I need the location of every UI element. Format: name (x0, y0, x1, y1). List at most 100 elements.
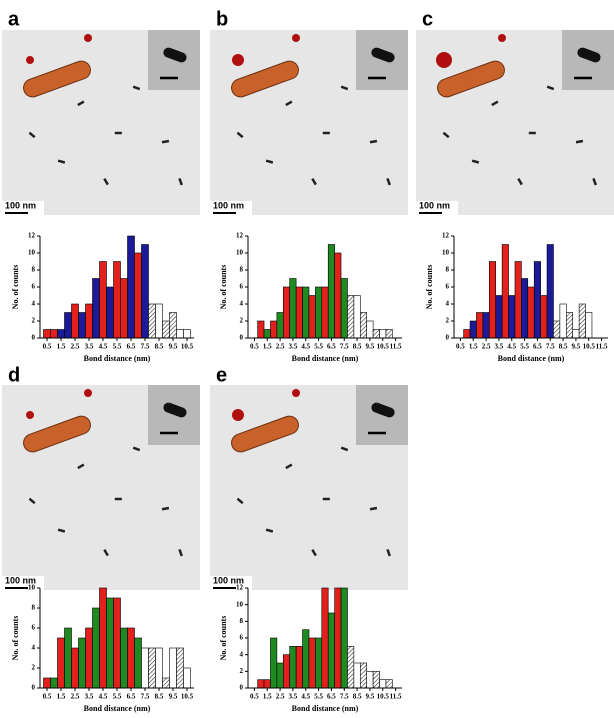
x-tick-label: 8.5 (353, 343, 362, 351)
x-tick-label: 4.5 (301, 693, 310, 701)
bar (43, 677, 51, 689)
y-tick-label: 0 (240, 334, 244, 342)
bar (78, 637, 86, 689)
bar (270, 637, 278, 689)
bar (127, 235, 135, 339)
bar (92, 607, 100, 689)
x-tick-label: 2.5 (276, 343, 285, 351)
y-tick-label: 8 (32, 604, 36, 612)
schematic-particle (292, 34, 300, 42)
y-tick-label: 12 (236, 232, 244, 240)
schematic-particle (436, 52, 452, 68)
bar (113, 261, 121, 339)
bar (99, 261, 107, 339)
bar (488, 261, 497, 339)
bar (183, 329, 191, 339)
inset (356, 385, 408, 445)
bar (155, 303, 163, 339)
nanorod (265, 159, 274, 164)
y-tick-label: 10 (236, 600, 244, 608)
bar (553, 320, 561, 339)
nanorod (132, 85, 141, 91)
y-tick-label: 0 (32, 334, 36, 342)
nanorod (386, 549, 391, 557)
bar (289, 646, 297, 689)
bar (176, 329, 184, 339)
x-tick-label: 10.5 (377, 343, 390, 351)
x-tick-label: 8.5 (559, 343, 568, 351)
bar (482, 312, 490, 339)
bar (113, 597, 121, 689)
bar (463, 329, 471, 339)
y-tick-label: 2 (240, 667, 244, 675)
bar (508, 295, 516, 339)
x-tick-label: 3.5 (289, 343, 298, 351)
bar (106, 597, 114, 689)
x-axis-title: Bond distance (nm) (498, 354, 565, 363)
x-tick-label: 2.5 (71, 343, 80, 351)
x-tick-label: 3.5 (85, 343, 94, 351)
x-axis-title: Bond distance (nm) (84, 704, 151, 713)
nanorod (517, 178, 523, 186)
bar (64, 627, 72, 689)
bar (585, 312, 593, 339)
x-tick-label: 9.5 (169, 343, 178, 351)
nanorod (386, 178, 391, 186)
y-tick-label: 8 (240, 266, 244, 274)
x-tick-label: 3.5 (85, 693, 94, 701)
nanorod (103, 178, 109, 186)
x-tick-label: 4.5 (99, 343, 108, 351)
nanorod (161, 506, 170, 511)
bar (359, 312, 368, 339)
x-tick-label: 8.5 (155, 693, 164, 701)
x-axis-title: Bond distance (nm) (292, 704, 359, 713)
bar (315, 637, 323, 689)
y-tick-label: 8 (32, 266, 36, 274)
nanorod (528, 131, 536, 135)
nanorod (178, 178, 183, 186)
bar (533, 261, 541, 339)
bar (495, 295, 503, 339)
bar (540, 295, 548, 339)
schematic-particle (232, 409, 244, 421)
inset (562, 30, 614, 90)
bar (327, 612, 335, 689)
bar (92, 278, 100, 339)
bar (315, 286, 323, 339)
bar (334, 252, 342, 339)
bar (334, 587, 342, 689)
y-tick-label: 4 (240, 650, 244, 658)
x-tick-label: 4.5 (507, 343, 516, 351)
bar (120, 627, 128, 689)
y-tick-label: 4 (446, 300, 450, 308)
nanorod (161, 139, 170, 144)
x-tick-label: 4.5 (99, 693, 108, 701)
x-tick-label: 1.5 (57, 343, 66, 351)
x-tick-label: 1.5 (469, 343, 478, 351)
nanorod (178, 549, 183, 557)
x-tick-label: 11.5 (390, 343, 402, 351)
y-tick-label: 10 (28, 249, 36, 257)
bar (289, 278, 297, 339)
y-tick-label: 6 (32, 283, 36, 291)
x-tick-label: 10.5 (377, 693, 390, 701)
nanorod (369, 506, 378, 511)
x-tick-label: 6.5 (327, 343, 336, 351)
y-tick-label: 2 (32, 317, 36, 325)
x-axis-title: Bond distance (nm) (292, 354, 359, 363)
x-tick-label: 1.5 (57, 693, 66, 701)
nanorod (77, 100, 85, 107)
y-axis-title: No. of counts (11, 265, 20, 310)
bar (578, 303, 586, 339)
panel-label: a (8, 8, 20, 30)
bar (176, 647, 184, 689)
x-tick-label: 6.5 (127, 693, 136, 701)
bar (366, 671, 374, 689)
y-axis-title: No. of counts (11, 616, 20, 661)
x-tick-label: 5.5 (113, 343, 122, 351)
x-tick-label: 0.5 (250, 343, 259, 351)
bar (127, 627, 135, 689)
bar (385, 329, 393, 339)
x-tick-label: 6.5 (327, 693, 336, 701)
